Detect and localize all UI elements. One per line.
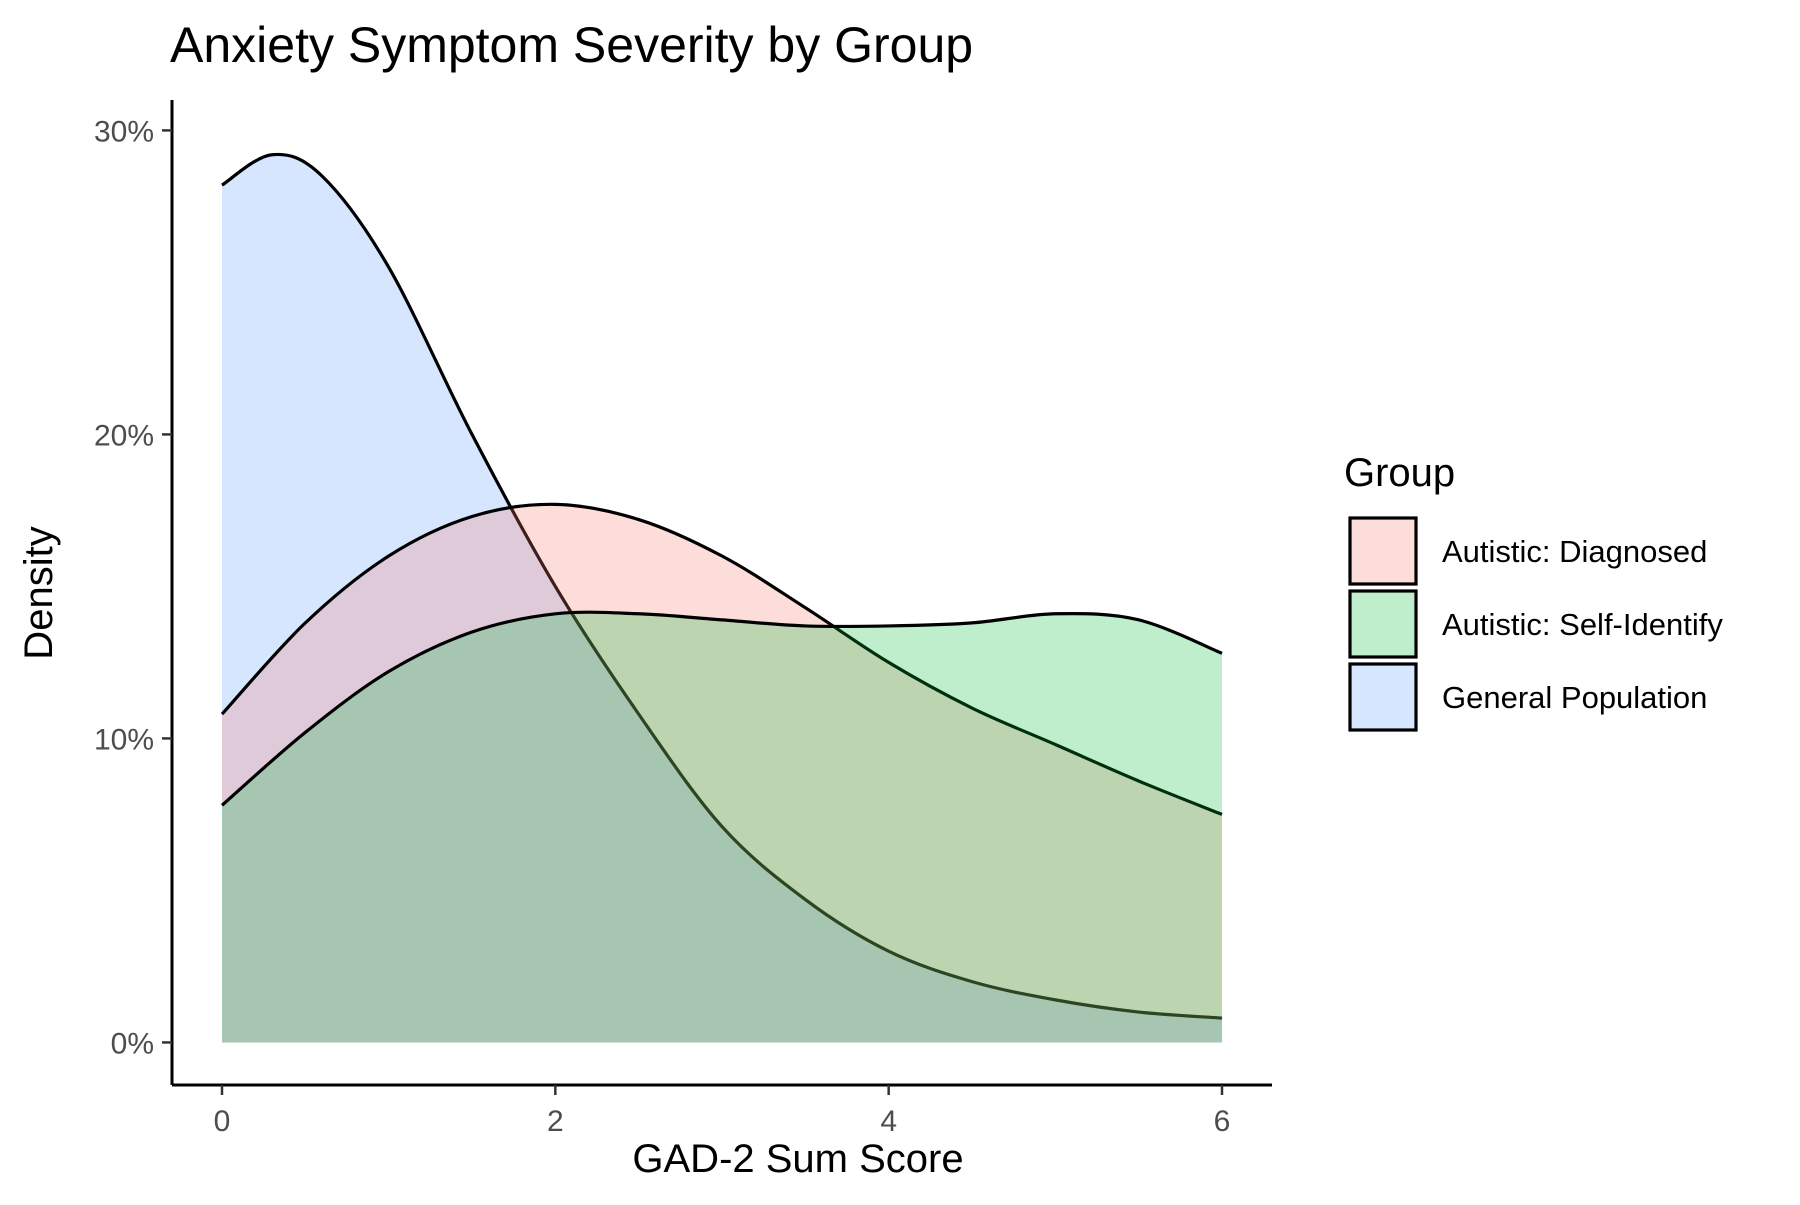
density-line-autistic-diagnosed — [220, 502, 1223, 816]
legend-label-autistic-diagnosed: Autistic: Diagnosed — [1442, 534, 1707, 569]
x-tick-label: 4 — [880, 1105, 897, 1138]
legend-key-autistic-diagnosed — [1348, 516, 1418, 586]
density-line-general-population — [221, 152, 1223, 1020]
chart-title: Anxiety Symptom Severity by Group — [170, 17, 973, 73]
x-tick-label: 6 — [1214, 1105, 1231, 1138]
density-area-autistic-diagnosed — [222, 504, 1222, 1043]
density-area-general-population — [222, 154, 1222, 1043]
y-tick-label: 20% — [94, 419, 154, 452]
density-area-autistic-self-identify — [222, 612, 1222, 1043]
legend-label-general-population: General Population — [1442, 680, 1707, 715]
x-axis-title: GAD-2 Sum Score — [632, 1137, 963, 1181]
y-tick-label: 30% — [94, 115, 154, 148]
legend-title: Group — [1344, 451, 1455, 495]
axes: 0% 10% 20% 30% 0 2 4 6 — [94, 100, 1272, 1138]
legend-key-general-population — [1348, 662, 1418, 732]
legend-key-background — [1350, 518, 1416, 584]
y-tick-label: 0% — [111, 1027, 154, 1060]
x-tick-label: 2 — [547, 1105, 564, 1138]
legend: Group Autistic: Diagnosed Autistic: Self-… — [1344, 451, 1723, 732]
legend-key-background — [1350, 591, 1416, 657]
legend-key-background — [1350, 664, 1416, 730]
legend-label-autistic-self-identify: Autistic: Self-Identify — [1442, 607, 1723, 642]
density-areas — [220, 152, 1223, 1043]
y-tick-label: 10% — [94, 723, 154, 756]
y-axis-title: Density — [17, 526, 61, 659]
density-line-autistic-self-identify — [220, 610, 1223, 807]
legend-key-autistic-self-identify — [1348, 589, 1418, 659]
x-tick-label: 0 — [214, 1105, 231, 1138]
